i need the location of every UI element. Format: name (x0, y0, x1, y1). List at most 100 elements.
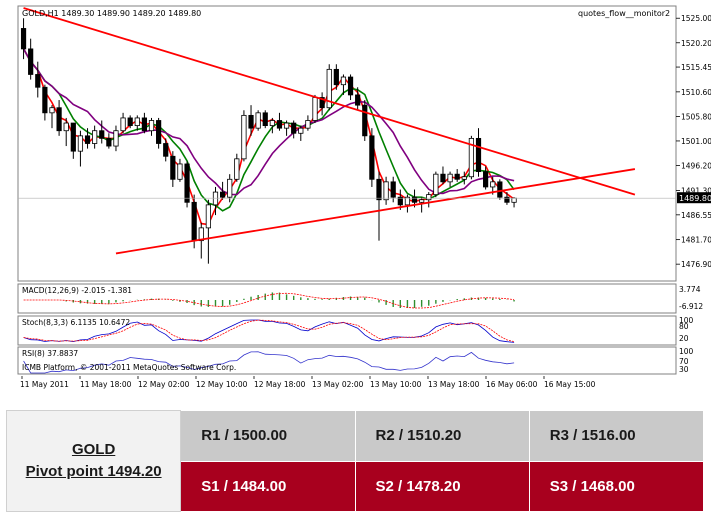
candle-body (276, 120, 283, 129)
macd-tick-top: 3.774 (679, 285, 701, 294)
candle-body (234, 158, 240, 180)
current-price-label: 1489.80 (679, 194, 711, 203)
price-tick-label: 1481.70 (681, 236, 711, 245)
stoch-tick-80: 80 (679, 322, 689, 331)
candle-body (383, 181, 389, 201)
candle-body (326, 68, 332, 109)
candle-body (269, 120, 275, 127)
rsi-tick-30: 30 (679, 365, 689, 374)
candle-body (20, 28, 27, 50)
candle-body (291, 122, 297, 134)
candle-body (106, 137, 112, 147)
macd-panel (17, 283, 677, 314)
candle-body (490, 181, 496, 188)
stoch-tick-100: 100 (679, 316, 694, 325)
price-tick-label: 1496.20 (681, 161, 711, 170)
symbol-header: GOLD,H1 1489.30 1489.90 1489.20 1489.80 (22, 9, 201, 18)
moving-average-line (22, 48, 515, 196)
candle-body (84, 135, 91, 144)
r1-cell: R1 / 1500.00 (180, 410, 356, 462)
candle-body (347, 76, 354, 96)
price-tick-label: 1505.80 (681, 112, 711, 121)
candle-body (248, 114, 254, 129)
time-tick-label: 16 May 15:00 (544, 380, 596, 389)
candle-body (426, 194, 432, 201)
r2-cell: R2 / 1510.20 (354, 410, 530, 462)
stoch-tick-20: 20 (679, 334, 689, 343)
candle-body (305, 120, 311, 129)
stoch-panel (17, 315, 677, 346)
rsi-tick-70: 70 (679, 357, 689, 366)
candle-body (454, 173, 460, 180)
rsi-label: RSI(8) 37.8837 (22, 349, 78, 358)
candle-body (120, 117, 126, 132)
trendlines (23, 7, 636, 255)
time-tick-label: 11 May 2011 (20, 380, 69, 389)
candle-body (255, 112, 261, 129)
time-tick-label: 12 May 18:00 (254, 380, 306, 389)
candle-body (433, 173, 439, 196)
price-tick-label: 1510.60 (681, 88, 711, 97)
candle-body (376, 178, 382, 201)
rsi-line (23, 351, 515, 374)
price-panel (17, 5, 677, 282)
price-tick-label: 1520.20 (681, 39, 711, 48)
time-tick-label: 12 May 02:00 (138, 380, 190, 389)
candle-body (191, 201, 197, 242)
r3-cell: R3 / 1516.00 (528, 410, 705, 462)
moving-average-line (22, 48, 515, 212)
rsi-panel (17, 346, 677, 375)
candle-body (70, 122, 76, 152)
candle-body (468, 137, 475, 178)
price-tick-label: 1476.90 (681, 260, 711, 269)
candle-body (298, 127, 304, 134)
time-tick-label: 11 May 18:00 (80, 380, 132, 389)
macd-histogram (23, 292, 515, 309)
time-axis: 11 May 2011 11 May 18:00 12 May 02:00 12 Ma… (20, 376, 596, 389)
indicator-tag: quotes_flow__monitor2 (578, 9, 670, 18)
candle-body (42, 86, 48, 114)
candle-body (219, 191, 226, 198)
chart-svg: 1525.00 1520.20 1515.45 1510.60 1505.80 1501.… (17, 5, 711, 389)
pivot-table: GOLD Pivot point 1494.20 R1 / 1500.00 R2… (5, 410, 705, 512)
candle-body (170, 155, 176, 180)
candle-body (205, 204, 211, 229)
candle-body (56, 107, 62, 132)
candle-body (355, 94, 361, 106)
s1-cell: S1 / 1484.00 (180, 460, 356, 512)
candle-body (497, 181, 503, 198)
s3-cell: S3 / 1468.00 (528, 460, 705, 512)
candle-body (419, 199, 425, 203)
candle-body (312, 97, 318, 121)
moving-average-line (22, 48, 515, 226)
current-price-box (677, 192, 711, 204)
candle-body (283, 122, 290, 129)
time-tick-label: 16 May 06:00 (486, 380, 538, 389)
candles (20, 18, 517, 264)
price-tick-label: 1515.45 (681, 63, 711, 72)
pivot-title-cell: GOLD Pivot point 1494.20 (5, 410, 182, 512)
s2-cell: S2 / 1478.20 (354, 460, 530, 512)
copyright-text: ICMB Platform, © 2001-2011 MetaQuotes So… (22, 363, 236, 372)
price-grid (676, 17, 680, 265)
price-axis: 1525.00 1520.20 1515.45 1510.60 1505.80 1501.… (681, 14, 711, 269)
candle-body (127, 117, 133, 127)
macd-label: MACD(12,26,9) -2.015 -1.381 (22, 286, 132, 295)
candle-body (227, 178, 233, 198)
candle-body (63, 122, 69, 132)
candle-body (198, 227, 204, 242)
candle-body (340, 76, 347, 86)
candle-body (475, 137, 482, 173)
candle-body (156, 120, 162, 144)
candle-body (184, 163, 190, 203)
candle-body (77, 135, 84, 152)
stoch-label: Stoch(8,3,3) 6.1135 10.6472 (22, 318, 130, 327)
candle-body (440, 173, 446, 183)
candle-body (49, 107, 55, 114)
candle-body (447, 173, 453, 183)
candle-body (28, 48, 34, 75)
candle-body (134, 117, 140, 127)
resistance-trendline (23, 7, 636, 196)
stoch-d-line (23, 319, 515, 342)
price-tick-label: 1501.00 (681, 137, 711, 146)
